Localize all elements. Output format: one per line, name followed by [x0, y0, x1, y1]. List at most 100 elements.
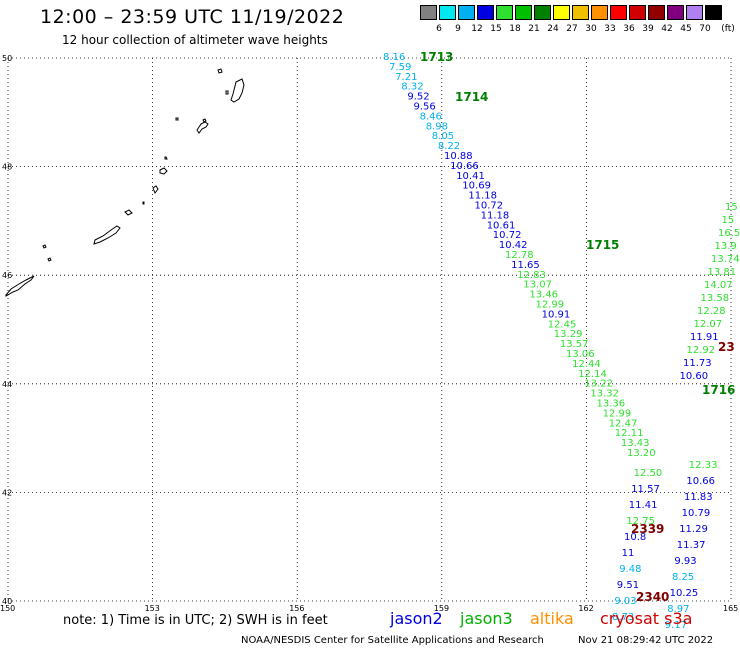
time-label: 2340	[636, 590, 669, 604]
lon-label: 162	[578, 604, 593, 613]
map-grid	[7, 57, 732, 602]
lat-label: 40	[2, 597, 12, 606]
swh-value: 12.07	[694, 319, 723, 330]
swh-value: 10.60	[680, 371, 709, 382]
legend-swatch	[534, 5, 551, 20]
island	[47, 257, 52, 262]
altika-label: altika	[530, 609, 574, 628]
island	[196, 121, 209, 134]
generation-timestamp: Nov 21 08:29:42 UTC 2022	[578, 635, 714, 646]
swh-value: 11.41	[629, 500, 658, 511]
swh-value: 11.18	[468, 191, 497, 202]
swh-value: 12.99	[536, 300, 565, 311]
swh-value: 12.28	[697, 306, 726, 317]
legend-label: 36	[623, 24, 635, 34]
lat-label: 42	[2, 488, 12, 497]
swh-value: 10.25	[670, 588, 699, 599]
legend-swatch	[439, 5, 456, 20]
legend-swatch	[572, 5, 589, 20]
legend-label: 9	[455, 24, 461, 34]
legend-swatch	[648, 5, 665, 20]
lon-label: 159	[434, 604, 449, 613]
coast-kamchatka	[5, 275, 35, 297]
swh-value: 11.57	[631, 484, 660, 495]
swh-value: 11.37	[677, 540, 706, 551]
swh-value: 14.07	[704, 280, 733, 291]
jason3-label: jason3	[460, 609, 513, 628]
map-subtitle: 12 hour collection of altimeter wave hei…	[62, 33, 328, 47]
swh-value: 8.46	[420, 111, 442, 122]
island	[124, 209, 133, 216]
legend-label: 15	[490, 24, 502, 34]
swh-value: 12.45	[548, 319, 577, 330]
legend-swatch	[705, 5, 722, 20]
swh-value: 9.17	[665, 620, 687, 631]
legend-swatch	[458, 5, 475, 20]
legend-label: 30	[585, 24, 597, 34]
swh-value: 9.93	[674, 556, 696, 567]
swh-value: 12.83	[517, 270, 546, 281]
swh-value: 12.78	[505, 250, 534, 261]
swh-value: 12.33	[689, 460, 718, 471]
lon-label: 165	[723, 604, 738, 613]
swh-value: 10.72	[475, 201, 504, 212]
island	[230, 78, 245, 103]
swh-value: 9.56	[414, 102, 436, 113]
swh-value: 12.92	[687, 345, 716, 356]
swh-value: 10.91	[542, 309, 571, 320]
swh-value: 12.99	[603, 408, 632, 419]
swh-value: 8.05	[432, 131, 454, 142]
legend-label: 45	[680, 24, 692, 34]
swh-value: 13.07	[523, 280, 552, 291]
swh-value: 12.75	[626, 516, 655, 527]
swh-value: 9.03	[614, 596, 636, 607]
time-label: 23	[718, 340, 735, 354]
lon-label: 156	[289, 604, 304, 613]
island	[225, 90, 229, 95]
swh-value: 10.66	[450, 161, 479, 172]
swh-value: 11.18	[481, 210, 510, 221]
swh-value: 10.79	[682, 508, 711, 519]
swh-value: 11.83	[684, 492, 713, 503]
swh-value: 11.73	[683, 358, 712, 369]
altimeter-tracks: 8.167.597.218.329.529.568.468.988.058.22…	[383, 50, 740, 631]
legend-label: 12	[471, 24, 483, 34]
swh-value: 10.66	[686, 476, 715, 487]
map-title: 12:00 – 23:59 UTC 11/19/2022	[40, 6, 345, 28]
swh-value: 7.21	[395, 72, 417, 83]
legend-label: 24	[547, 24, 559, 34]
island	[217, 68, 223, 74]
legend-label: 39	[642, 24, 654, 34]
island	[93, 225, 121, 245]
legend-unit: (ft)	[721, 24, 735, 34]
swh-value: 8.22	[438, 141, 460, 152]
swh-value: 7.59	[389, 62, 411, 73]
swh-value: 11.65	[511, 260, 540, 271]
swh-value: 12.50	[634, 468, 663, 479]
lat-label: 48	[2, 163, 12, 172]
swh-value: 13.29	[554, 329, 583, 340]
legend-label: 33	[604, 24, 616, 34]
lat-label: 46	[2, 271, 12, 280]
swh-value: 9.52	[407, 92, 429, 103]
island	[164, 156, 168, 160]
swh-value: 13.36	[597, 399, 626, 410]
cryosat-label: cryosat s3a	[600, 609, 693, 628]
legend-label: 42	[661, 24, 673, 34]
time-label: 1716	[702, 383, 735, 397]
credit-line: NOAA/NESDIS Center for Satellite Applica…	[241, 635, 544, 646]
swh-value: 11	[622, 548, 635, 559]
island	[152, 185, 159, 195]
lat-label: 50	[2, 54, 12, 63]
lon-label: 153	[145, 604, 160, 613]
swh-value: 13.58	[701, 293, 730, 304]
swh-value: 10.61	[487, 220, 516, 231]
legend-label: 18	[509, 24, 521, 34]
swh-value: 13.43	[621, 438, 650, 449]
legend-swatch	[686, 5, 703, 20]
legend-swatch	[515, 5, 532, 20]
swh-value: 10.41	[456, 171, 485, 182]
swh-value: 16.5	[718, 228, 740, 239]
swh-value: 10.42	[499, 240, 528, 251]
